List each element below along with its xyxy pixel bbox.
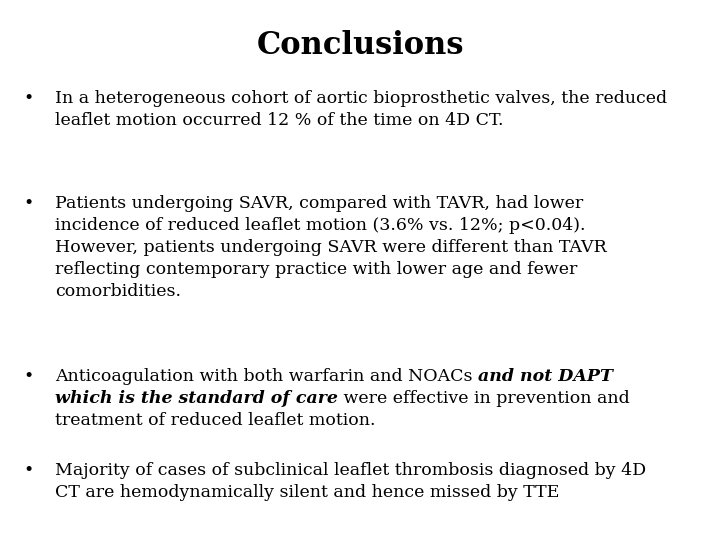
Text: However, patients undergoing SAVR were different than TAVR: However, patients undergoing SAVR were d… xyxy=(55,239,607,256)
Text: •: • xyxy=(23,90,33,107)
Text: reflecting contemporary practice with lower age and fewer: reflecting contemporary practice with lo… xyxy=(55,261,577,278)
Text: which is the standard of care: which is the standard of care xyxy=(55,390,338,407)
Text: and not DAPT: and not DAPT xyxy=(478,368,613,385)
Text: leaflet motion occurred 12 % of the time on 4D CT.: leaflet motion occurred 12 % of the time… xyxy=(55,112,503,129)
Text: Anticoagulation with both warfarin and NOACs: Anticoagulation with both warfarin and N… xyxy=(55,368,478,385)
Text: comorbidities.: comorbidities. xyxy=(55,283,181,300)
Text: Conclusions: Conclusions xyxy=(256,30,464,61)
Text: In a heterogeneous cohort of aortic bioprosthetic valves, the reduced: In a heterogeneous cohort of aortic biop… xyxy=(55,90,667,107)
Text: CT are hemodynamically silent and hence missed by TTE: CT are hemodynamically silent and hence … xyxy=(55,484,559,501)
Text: treatment of reduced leaflet motion.: treatment of reduced leaflet motion. xyxy=(55,412,376,429)
Text: Majority of cases of subclinical leaflet thrombosis diagnosed by 4D: Majority of cases of subclinical leaflet… xyxy=(55,462,646,479)
Text: were effective in prevention and: were effective in prevention and xyxy=(338,390,629,407)
Text: •: • xyxy=(23,368,33,385)
Text: •: • xyxy=(23,462,33,479)
Text: incidence of reduced leaflet motion (3.6% vs. 12%; p<0.04).: incidence of reduced leaflet motion (3.6… xyxy=(55,217,585,234)
Text: Patients undergoing SAVR, compared with TAVR, had lower: Patients undergoing SAVR, compared with … xyxy=(55,195,583,212)
Text: •: • xyxy=(23,195,33,212)
